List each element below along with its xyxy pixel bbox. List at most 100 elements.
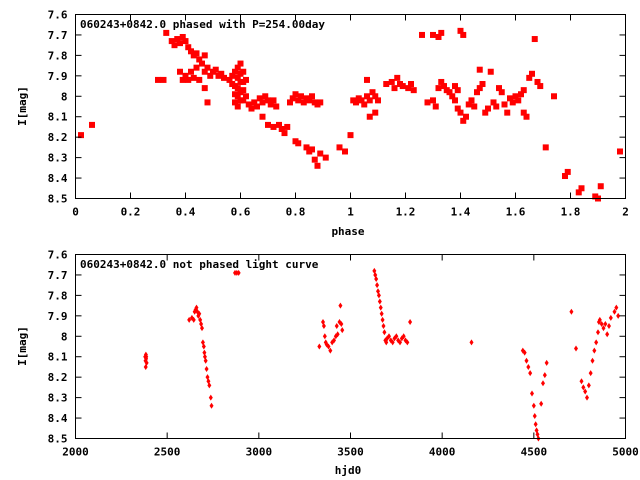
phased-data-point <box>322 154 329 161</box>
phased-x-tick-label: 0.8 <box>286 206 306 219</box>
phased-data-point <box>276 121 282 128</box>
phased-data-point <box>364 76 370 83</box>
phased-data-point <box>193 64 200 71</box>
unphased-data-point <box>524 357 529 364</box>
unphased-data-point <box>398 339 402 346</box>
unphased-y-tick-label: 8.1 <box>48 351 68 364</box>
phased-y-tick-label: 8.4 <box>48 172 68 185</box>
unphased-data-point <box>616 312 621 319</box>
phased-x-tick-label: 0.2 <box>121 206 141 219</box>
phased-data-point <box>490 99 497 106</box>
phased-data-point <box>388 78 395 85</box>
unphased-x-axis-label: hjd0 <box>335 464 362 477</box>
unphased-data-point <box>401 333 406 340</box>
unphased-data-point <box>191 316 196 323</box>
unphased-y-tick-label: 7.6 <box>48 249 68 262</box>
phased-x-tick-label: 1.4 <box>451 206 471 219</box>
phased-data-point <box>196 56 203 63</box>
phased-data-point <box>487 68 494 75</box>
phased-data-point <box>309 93 315 100</box>
phased-data-point <box>245 101 252 108</box>
unphased-data-point <box>526 363 531 370</box>
unphased-data-point <box>528 370 533 377</box>
phased-y-tick-label: 8.5 <box>48 193 68 206</box>
phased-data-point <box>78 132 84 139</box>
unphased-data-point <box>328 347 333 354</box>
unphased-data-point <box>187 316 192 323</box>
unphased-x-tick-label: 4500 <box>521 446 548 459</box>
phased-data-point <box>529 70 535 77</box>
phased-data-point <box>218 70 225 77</box>
phased-data-point <box>342 148 348 155</box>
phased-data-point <box>454 105 461 112</box>
phased-data-point <box>292 91 299 98</box>
phased-data-point <box>270 123 277 130</box>
unphased-data-point <box>201 343 206 350</box>
unphased-data-point <box>544 359 549 366</box>
unphased-data-point <box>542 372 547 379</box>
phased-data-point <box>496 85 502 92</box>
phased-x-ticks: 0 0.2 0.4 0.6 0.8 1 1.2 1.4 1.6 1.8 2 <box>72 14 629 219</box>
phased-data-point <box>438 78 445 85</box>
unphased-data-point <box>326 343 331 350</box>
phased-data-point <box>463 113 469 120</box>
phased-data-point <box>460 31 467 38</box>
phased-data-point <box>265 97 271 104</box>
phased-data-point <box>523 113 530 120</box>
phased-data-point <box>531 36 538 43</box>
unphased-data-point <box>335 331 340 338</box>
phased-data-point <box>446 89 453 96</box>
phased-data-point <box>515 97 522 104</box>
phased-data-point <box>204 64 211 71</box>
phased-data-points <box>78 27 623 202</box>
phased-data-point <box>278 125 285 132</box>
unphased-y-ticks: 7.6 7.7 7.8 7.9 8 8.1 8.2 8.3 8.4 8.5 <box>48 249 626 446</box>
unphased-data-point <box>334 323 339 330</box>
unphased-y-tick-label: 8.4 <box>48 412 68 425</box>
phased-data-point <box>364 93 370 100</box>
phased-data-point <box>372 93 379 100</box>
phased-data-point <box>441 83 447 90</box>
unphased-data-point <box>405 339 410 346</box>
phased-data-point <box>207 72 214 79</box>
unphased-y-tick-label: 7.8 <box>48 289 68 302</box>
unphased-data-point <box>522 349 527 356</box>
phased-data-point <box>182 38 189 45</box>
phased-data-point <box>457 27 464 34</box>
phased-data-point <box>221 74 227 81</box>
unphased-data-point <box>317 343 322 350</box>
phased-y-tick-label: 8.2 <box>48 131 68 144</box>
phased-x-tick-label: 0.4 <box>176 206 196 219</box>
unphased-data-point <box>586 382 591 389</box>
phased-data-point <box>240 68 247 75</box>
phased-data-point <box>240 87 247 94</box>
phased-data-point <box>405 85 412 92</box>
phased-data-point <box>234 64 241 71</box>
phased-data-point <box>298 93 304 100</box>
unphased-data-point <box>380 316 385 323</box>
unphased-data-point <box>592 347 597 354</box>
phased-data-point <box>201 52 208 59</box>
phased-data-point <box>476 66 483 73</box>
unphased-plot-frame <box>75 254 626 439</box>
phased-data-point <box>262 93 269 100</box>
phased-data-point <box>287 99 293 106</box>
phased-data-point <box>504 109 511 116</box>
unphased-data-point <box>574 345 578 352</box>
phased-data-point <box>248 105 255 112</box>
phased-data-point <box>430 31 436 38</box>
phased-plot-frame <box>75 14 626 199</box>
phased-data-point <box>438 29 445 36</box>
phased-data-point <box>303 144 310 151</box>
unphased-y-tick-label: 7.9 <box>48 310 68 323</box>
phased-data-point <box>518 91 524 98</box>
phased-data-point <box>201 85 208 92</box>
phased-data-point <box>168 38 175 45</box>
unphased-data-point <box>408 318 413 325</box>
unphased-y-tick-label: 7.7 <box>48 269 68 282</box>
unphased-data-point <box>531 402 536 409</box>
phased-data-point <box>564 168 571 175</box>
phased-data-point <box>512 93 519 100</box>
unphased-data-point <box>533 421 538 428</box>
